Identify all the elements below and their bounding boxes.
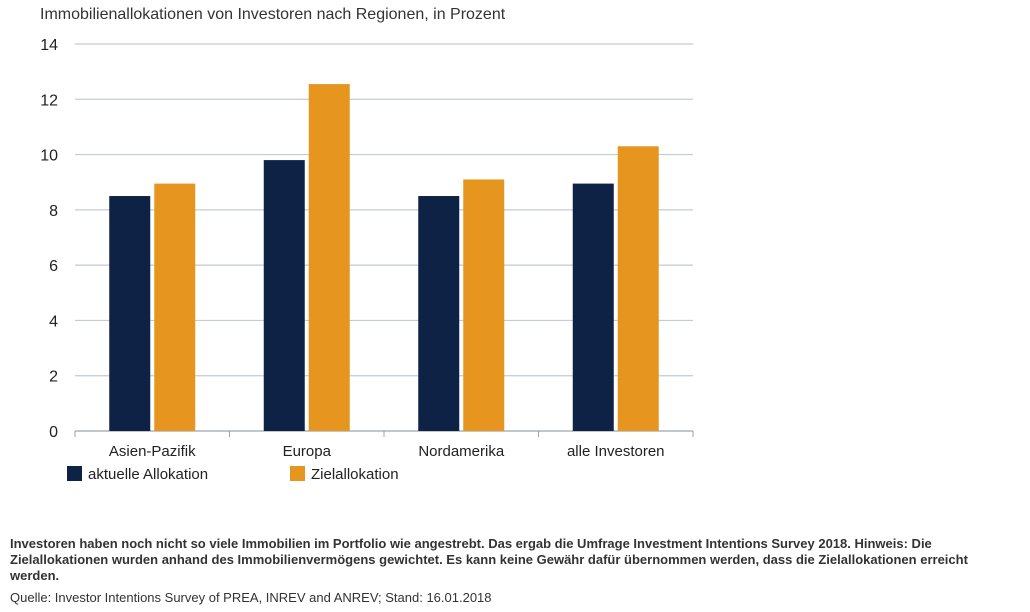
- y-tick-label: 8: [49, 203, 58, 220]
- legend: aktuelle Allokation Zielallokation: [67, 466, 399, 483]
- legend-label: Zielallokation: [311, 466, 399, 483]
- x-axis: Asien-Pazifik Europa Nordamerika alle Inves…: [74, 431, 694, 460]
- y-axis-ticks: 0 2 4 6 8 10 12 14: [40, 37, 58, 441]
- y-tick-label: 0: [49, 424, 58, 441]
- bar-chart: 0 2 4 6 8 10 12 14 Asien-Pazifik Europa Nordameri…: [40, 37, 694, 483]
- bar: [263, 160, 305, 431]
- legend-swatch: [290, 466, 305, 481]
- y-tick-label: 6: [49, 258, 58, 275]
- bar: [617, 146, 659, 431]
- x-tick-label: Nordamerika: [418, 443, 505, 460]
- legend-label: aktuelle Allokation: [88, 466, 208, 483]
- x-tick-label: Asien-Pazifik: [109, 443, 196, 460]
- bar: [572, 183, 614, 431]
- y-tick-label: 2: [49, 369, 58, 386]
- source-note: Quelle: Investor Intentions Survey of PR…: [10, 590, 492, 605]
- y-tick-label: 4: [49, 313, 58, 330]
- bar: [463, 179, 505, 431]
- y-tick-label: 10: [40, 148, 58, 165]
- caption-text: Investoren haben noch nicht so viele Imm…: [10, 536, 968, 583]
- bars: [109, 84, 659, 431]
- legend-swatch: [67, 466, 82, 481]
- x-tick-label: alle Investoren: [567, 443, 665, 460]
- bar: [109, 196, 151, 431]
- bar: [154, 183, 196, 431]
- bar: [418, 196, 460, 431]
- chart-title: Immobilienallokationen von Investoren na…: [40, 6, 506, 23]
- y-tick-label: 14: [40, 37, 58, 54]
- x-tick-label: Europa: [283, 443, 332, 460]
- bar: [308, 84, 350, 431]
- y-tick-label: 12: [40, 92, 58, 109]
- chart-caption: Investoren haben noch nicht so viele Imm…: [10, 536, 1020, 584]
